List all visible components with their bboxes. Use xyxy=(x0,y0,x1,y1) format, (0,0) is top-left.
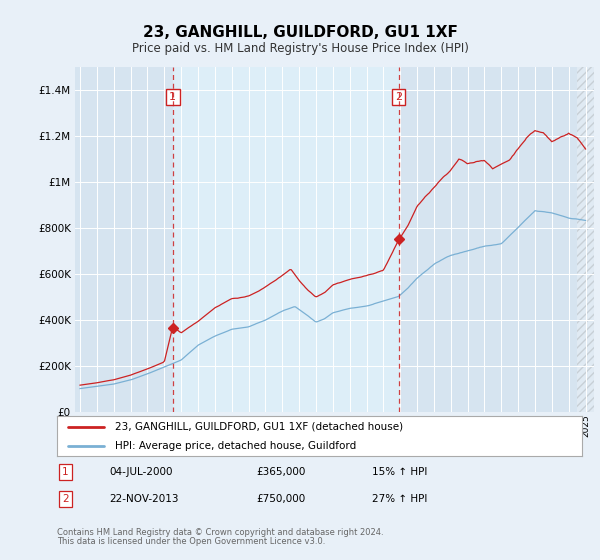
Text: 22-NOV-2013: 22-NOV-2013 xyxy=(110,494,179,504)
Text: Contains HM Land Registry data © Crown copyright and database right 2024.: Contains HM Land Registry data © Crown c… xyxy=(57,528,383,537)
Bar xyxy=(173,67,398,412)
Text: £365,000: £365,000 xyxy=(257,467,306,477)
Text: 23, GANGHILL, GUILDFORD, GU1 1XF (detached house): 23, GANGHILL, GUILDFORD, GU1 1XF (detach… xyxy=(115,422,403,432)
Text: 2: 2 xyxy=(395,92,402,102)
Text: This data is licensed under the Open Government Licence v3.0.: This data is licensed under the Open Gov… xyxy=(57,538,325,547)
Text: 2: 2 xyxy=(62,494,69,504)
Text: 1: 1 xyxy=(62,467,69,477)
Text: 1: 1 xyxy=(169,92,176,102)
Text: Price paid vs. HM Land Registry's House Price Index (HPI): Price paid vs. HM Land Registry's House … xyxy=(131,42,469,55)
Text: 23, GANGHILL, GUILDFORD, GU1 1XF: 23, GANGHILL, GUILDFORD, GU1 1XF xyxy=(143,25,457,40)
Text: 15% ↑ HPI: 15% ↑ HPI xyxy=(372,467,427,477)
Text: HPI: Average price, detached house, Guildford: HPI: Average price, detached house, Guil… xyxy=(115,441,356,450)
Text: £750,000: £750,000 xyxy=(257,494,306,504)
Text: 04-JUL-2000: 04-JUL-2000 xyxy=(110,467,173,477)
Text: 27% ↑ HPI: 27% ↑ HPI xyxy=(372,494,427,504)
